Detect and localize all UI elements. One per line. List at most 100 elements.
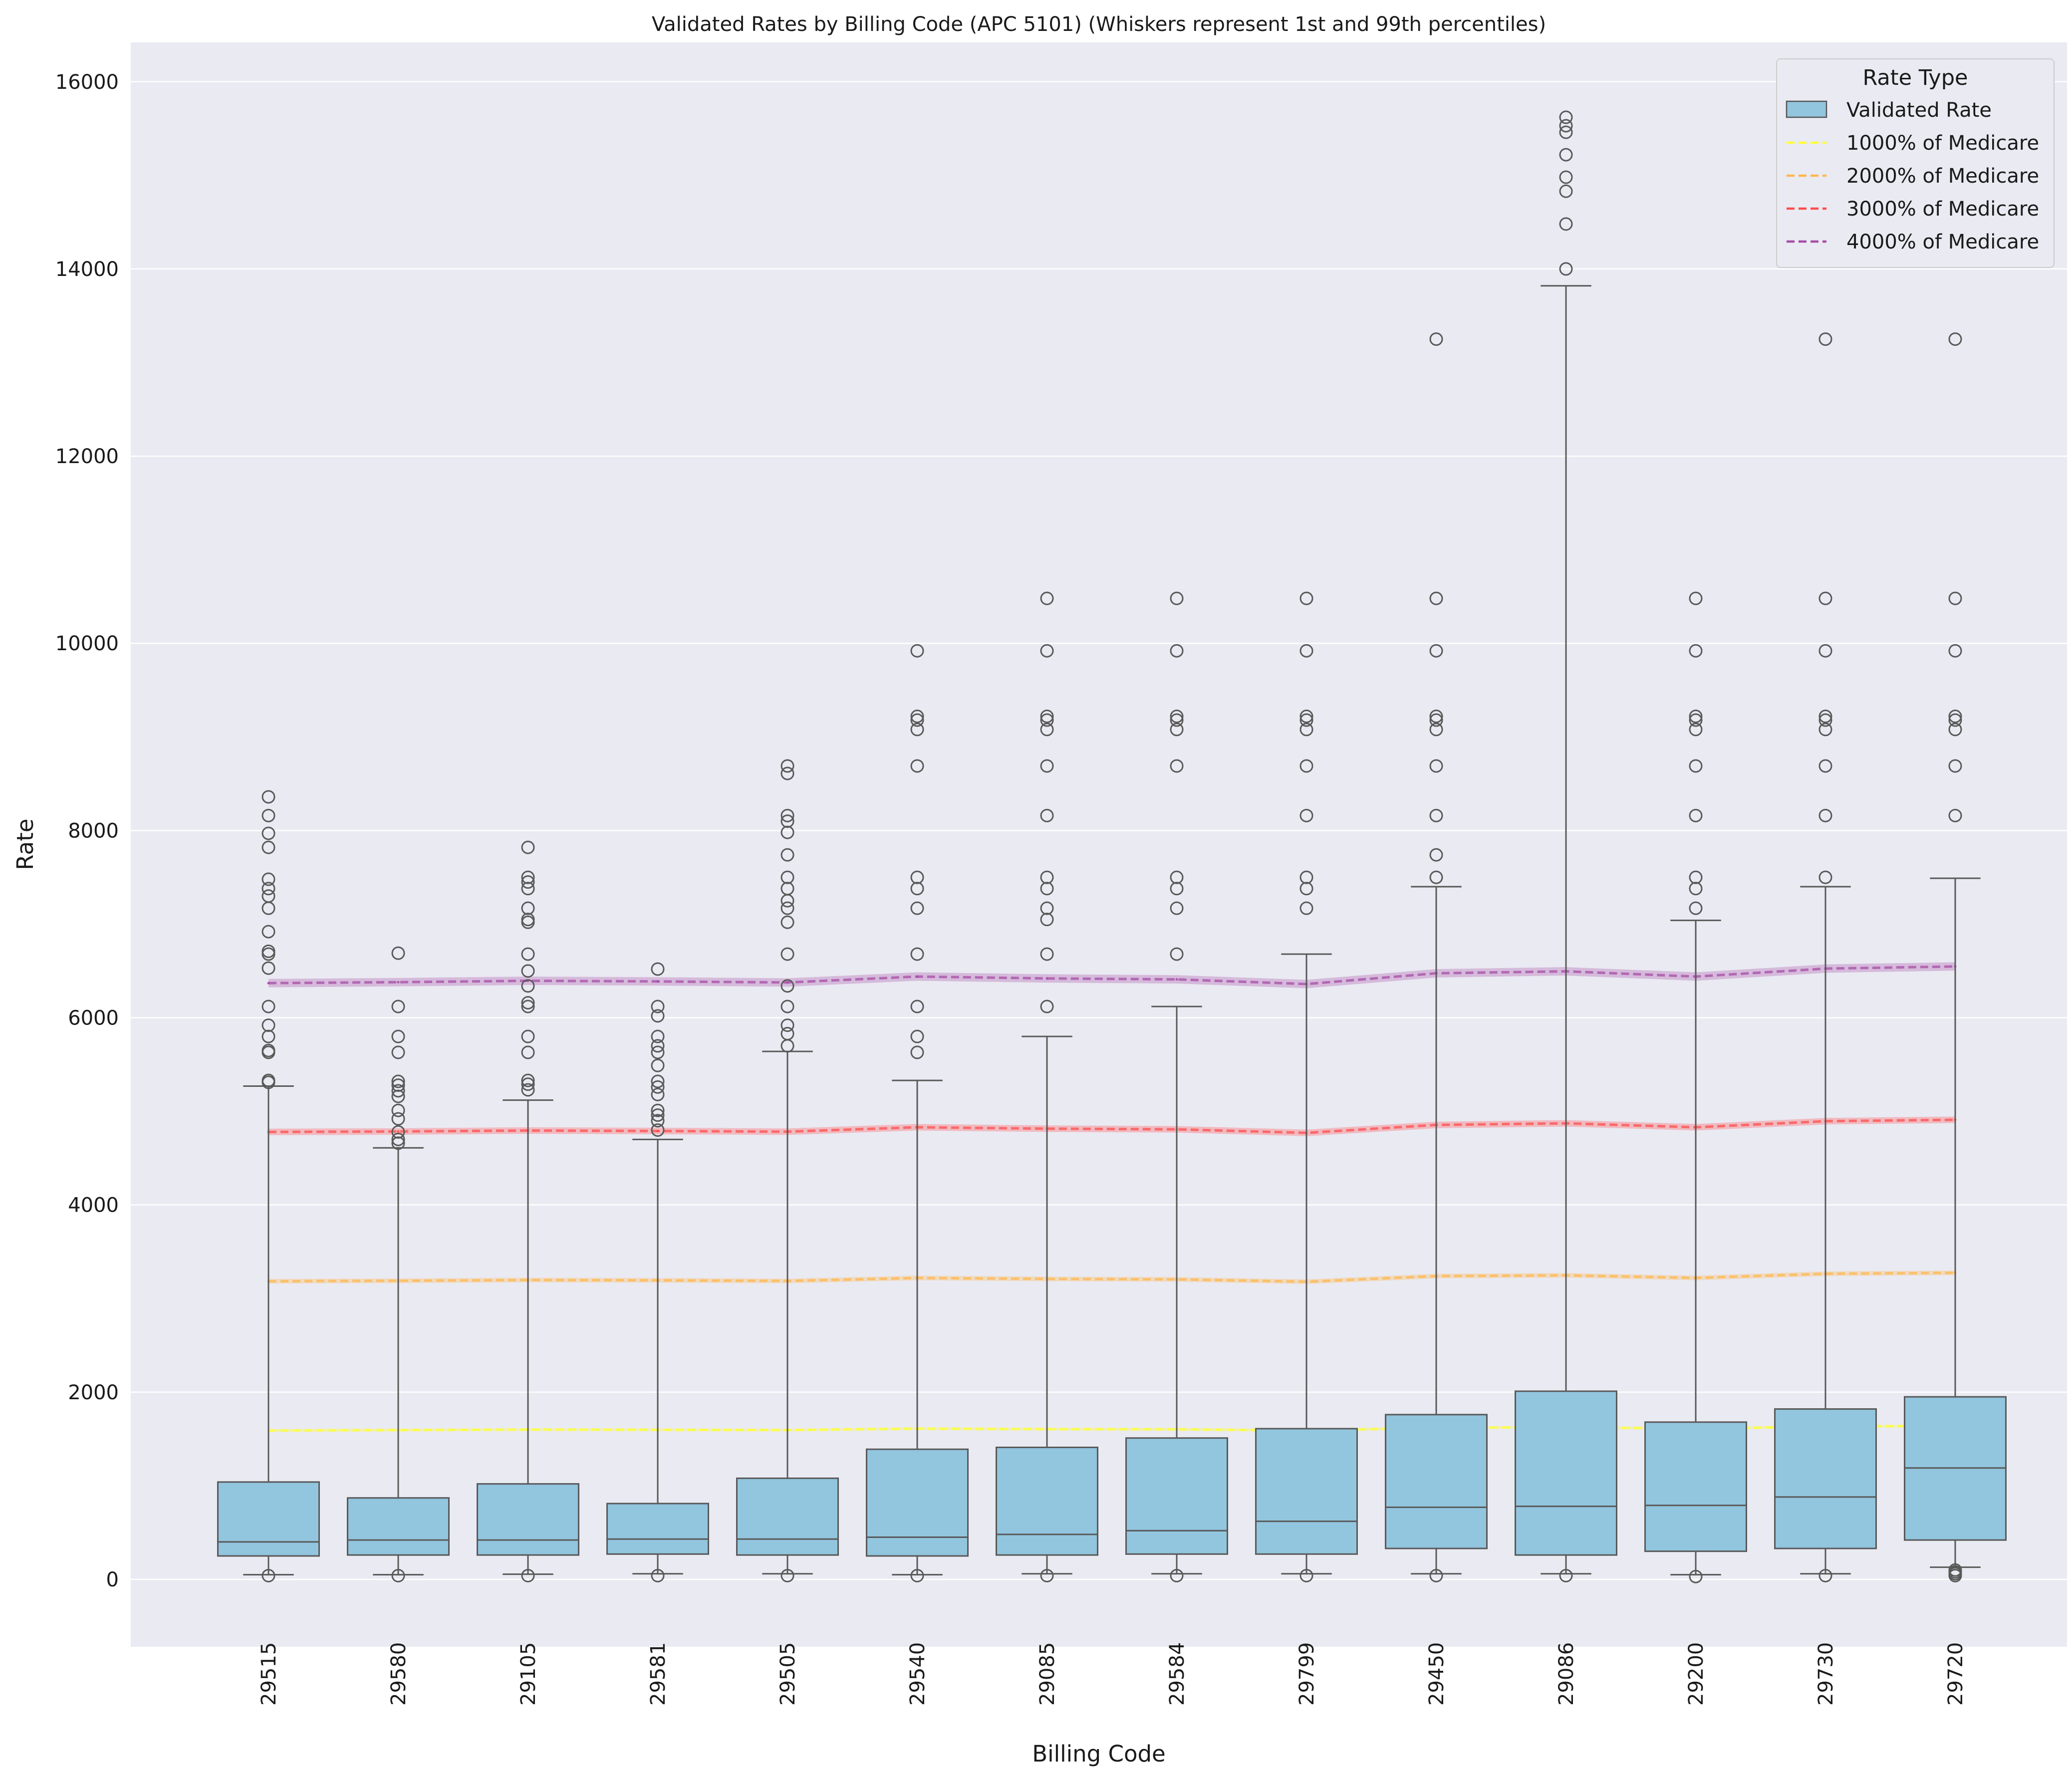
outlier-29105-2 [521, 1077, 535, 1091]
x-tick-label-29105: 29105 [517, 1642, 540, 1706]
series-point-4000-29584 [1175, 978, 1178, 981]
outlier-29105-9 [521, 964, 535, 978]
outlier-29105-0 [521, 1568, 535, 1582]
outlier-29450-9 [1429, 591, 1443, 605]
outlier-29540-1 [910, 1045, 924, 1059]
outlier-29730-6 [1818, 710, 1832, 724]
outlier-29540-5 [910, 901, 924, 915]
x-axis-ticks: 29515 29580 29105 29581 29505 29540 29085 29584… [258, 1642, 1967, 1706]
outlier-29105-6 [521, 1000, 535, 1014]
x-tick-label-29730: 29730 [1814, 1642, 1837, 1706]
outlier-29515-2 [261, 1073, 275, 1087]
outlier-29730-9 [1818, 332, 1832, 346]
box-29730 [1774, 1408, 1877, 1549]
box-29540 [866, 1448, 969, 1557]
outlier-29581-4 [651, 1103, 665, 1117]
y-tick-label-10000: 10000 [55, 632, 119, 655]
outlier-29105-8 [521, 979, 535, 993]
box-group-29540 [866, 644, 969, 1582]
outlier-29799-1 [1299, 901, 1313, 915]
box-29085 [996, 1446, 1098, 1556]
outlier-29580-11 [391, 1029, 405, 1043]
outlier-29515-6 [261, 1018, 275, 1032]
outlier-29505-12 [780, 848, 794, 862]
y-axis-label: Rate [12, 818, 38, 870]
box-group-29200 [1644, 591, 1747, 1583]
outlier-29085-13 [1040, 591, 1054, 605]
outlier-29085-6 [1040, 870, 1054, 884]
outlier-29515-19 [261, 790, 275, 804]
legend-label-4000: 4000% of Medicare [1846, 231, 2039, 253]
outlier-29730-4 [1818, 723, 1832, 737]
outlier-29086-8 [1559, 110, 1573, 124]
outlier-29105-10 [521, 947, 535, 961]
legend-label-3000: 3000% of Medicare [1846, 198, 2039, 221]
y-tick-label-8000: 8000 [68, 819, 119, 842]
outlier-29720-6 [1948, 723, 1962, 737]
x-tick-label-29086: 29086 [1555, 1642, 1578, 1706]
chart-title: Validated Rates by Billing Code (APC 510… [652, 13, 1546, 36]
outlier-29730-5 [1818, 713, 1832, 727]
box-29105 [477, 1483, 579, 1556]
outlier-29730-7 [1818, 644, 1832, 658]
outlier-29580-8 [391, 1078, 405, 1092]
box-29505 [736, 1477, 839, 1556]
outlier-29505-2 [780, 1026, 794, 1040]
outlier-29515-10 [261, 944, 275, 958]
y-tick-label-6000: 6000 [68, 1007, 119, 1030]
outlier-29515-18 [261, 808, 275, 822]
series-point-3000-29580 [397, 1130, 400, 1133]
x-tick-label-29580: 29580 [387, 1642, 410, 1706]
x-tick-label-29450: 29450 [1425, 1642, 1448, 1706]
outlier-29085-2 [1040, 947, 1054, 961]
outlier-29086-0 [1559, 1568, 1573, 1582]
outlier-29085-11 [1040, 710, 1054, 724]
legend-label-2000: 2000% of Medicare [1846, 165, 2039, 188]
outlier-29200-0 [1689, 1569, 1703, 1583]
outlier-29720-4 [1948, 808, 1962, 822]
y-axis-ticks: 0 2000 4000 6000 8000 10000 12000 14000 16000 [55, 71, 119, 1591]
outlier-29085-12 [1040, 644, 1054, 658]
outlier-29584-5 [1170, 759, 1184, 773]
box-group-29730 [1774, 332, 1877, 1582]
x-tick-label-29581: 29581 [647, 1642, 670, 1706]
legend-swatch-validated-rate [1786, 100, 1827, 118]
series-point-4000-29580 [397, 981, 400, 984]
legend-title: Rate Type [1862, 65, 1968, 90]
plot-area [131, 42, 2067, 1647]
outlier-29105-1 [521, 1083, 535, 1097]
box-group-29581 [606, 962, 709, 1582]
outlier-29581-6 [651, 1080, 665, 1094]
outlier-29105-4 [521, 1045, 535, 1059]
outlier-29584-9 [1170, 644, 1184, 658]
outlier-29450-7 [1429, 710, 1443, 724]
outlier-29085-7 [1040, 808, 1054, 822]
outlier-29580-3 [391, 1125, 405, 1139]
x-tick-label-29200: 29200 [1685, 1642, 1708, 1706]
outlier-29799-3 [1299, 870, 1313, 884]
outlier-29515-16 [261, 840, 275, 854]
outlier-29584-7 [1170, 713, 1184, 727]
outlier-29515-13 [261, 889, 275, 903]
outlier-29450-2 [1429, 848, 1443, 862]
outlier-29580-7 [391, 1084, 405, 1098]
outlier-29799-7 [1299, 713, 1313, 727]
outlier-29085-4 [1040, 901, 1054, 915]
outlier-29584-10 [1170, 591, 1184, 605]
outlier-29584-0 [1170, 1568, 1184, 1582]
outlier-29200-6 [1689, 723, 1703, 737]
outlier-29085-0 [1040, 1568, 1054, 1582]
box-group-29450 [1385, 332, 1488, 1582]
outlier-29515-0 [261, 1568, 275, 1582]
outlier-29540-11 [910, 710, 924, 724]
outlier-29505-11 [780, 870, 794, 884]
series-line-2000 [268, 1271, 1956, 1283]
outlier-29581-8 [651, 1058, 665, 1072]
outlier-29515-15 [261, 872, 275, 886]
outlier-29515-4 [261, 1043, 275, 1057]
outlier-29450-10 [1429, 332, 1443, 346]
grid-lines [131, 81, 2067, 1580]
outlier-29720-11 [1948, 332, 1962, 346]
outlier-29540-8 [910, 759, 924, 773]
